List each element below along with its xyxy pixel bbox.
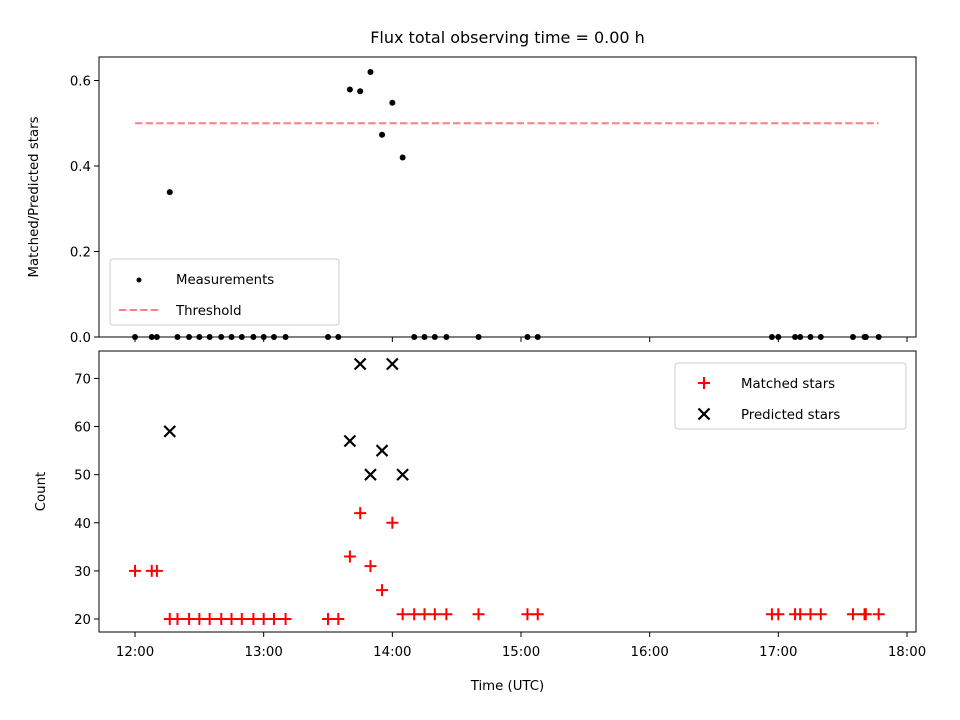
y-tick-label: 0.0 (70, 331, 91, 346)
predicted-stars-point (396, 468, 409, 481)
matched-stars-point (396, 608, 409, 621)
predicted-stars-point (163, 425, 177, 438)
y-tick-label: 0.2 (70, 246, 91, 261)
matched-stars-point (247, 613, 260, 626)
predicted-stars-point (386, 357, 399, 371)
measurement-point (166, 189, 173, 196)
matched-stars-point (418, 608, 431, 621)
measurement-point (379, 131, 386, 138)
x-tick-label: 13:00 (245, 645, 283, 660)
top-subplot: 0.0 0.2 0.4 0.6 Matched/Predicted stars Flux … (27, 28, 917, 346)
legend-label: Matched stars (741, 377, 835, 392)
matched-stars-point (521, 608, 534, 621)
measurement-point (399, 154, 406, 161)
legend-marker-predicted-stars (697, 407, 711, 421)
matched-stars-point (872, 608, 885, 621)
matched-stars-point (804, 608, 817, 621)
predicted-stars-point (353, 357, 367, 371)
matched-stars-point (225, 613, 238, 626)
matched-stars-point (772, 608, 785, 621)
matched-stars-point (257, 613, 270, 626)
matched-stars-point (859, 608, 872, 621)
matched-stars-point (215, 613, 228, 626)
axes-frame (98, 350, 917, 633)
y-tick-label: 0.4 (70, 160, 91, 175)
matched-stars-point (150, 564, 163, 577)
matched-stars-point (279, 613, 292, 626)
x-tick-label: 12:00 (116, 645, 154, 660)
y-tick-label: 0.6 (70, 75, 91, 90)
y-axis-label: Matched/Predicted stars (27, 116, 42, 277)
matched-stars-point (408, 608, 421, 621)
matched-stars-point (322, 613, 335, 626)
x-tick-label: 16:00 (631, 645, 669, 660)
measurement-point (357, 88, 364, 95)
matched-stars-point (428, 608, 441, 621)
legend-label: Measurements (176, 273, 274, 288)
y-tick-label: 40 (74, 517, 91, 532)
y-tick-label: 60 (74, 421, 91, 436)
legend-label: Threshold (175, 304, 242, 319)
y-tick-label: 50 (74, 469, 91, 484)
matched-stars-point (440, 608, 453, 621)
matched-stars-point (814, 608, 827, 621)
matched-stars-point (794, 608, 807, 621)
measurement-point (367, 68, 374, 75)
matched-stars-point (846, 608, 859, 621)
bottom-subplot: 20 30 40 50 60 70 12:00 13:00 14:00 15:00 16:00 17:… (34, 350, 926, 694)
matched-stars-point (183, 613, 196, 626)
axes-frame (98, 56, 917, 338)
matched-stars-point (193, 613, 206, 626)
legend-marker-matched-stars (698, 377, 710, 389)
legend-marker-measurements (136, 277, 142, 283)
matched-stars-point (203, 613, 216, 626)
matched-stars-point (376, 584, 389, 597)
x-axis-label: Time (UTC) (470, 679, 545, 694)
y-tick-label: 70 (74, 372, 91, 387)
measurement-point (346, 86, 353, 93)
measurement-point (389, 99, 396, 106)
matched-stars-point (531, 608, 544, 621)
legend-label: Predicted stars (741, 408, 840, 423)
predicted-stars-point (375, 444, 389, 457)
chart-title: Flux total observing time = 0.00 h (370, 28, 645, 47)
matched-stars-point (332, 613, 345, 626)
matched-stars-point (343, 550, 356, 563)
matched-stars-point (364, 560, 377, 573)
x-tick-label: 17:00 (759, 645, 797, 660)
y-tick-label: 20 (74, 613, 91, 628)
predicted-stars-point (343, 434, 357, 448)
y-axis-label: Count (34, 472, 49, 512)
legend-box (674, 362, 907, 430)
legend-box (109, 258, 340, 326)
matched-stars-point (171, 613, 184, 626)
matched-stars-point (129, 564, 142, 577)
matched-stars-point (472, 608, 485, 621)
matched-stars-point (267, 613, 280, 626)
x-tick-label: 15:00 (502, 645, 540, 660)
matched-stars-point (386, 516, 399, 529)
x-tick-label: 14:00 (373, 645, 411, 660)
matched-stars-point (354, 507, 367, 520)
matched-stars-point (235, 613, 248, 626)
x-tick-label: 18:00 (888, 645, 926, 660)
predicted-stars-point (364, 468, 377, 481)
y-tick-label: 30 (74, 565, 91, 580)
